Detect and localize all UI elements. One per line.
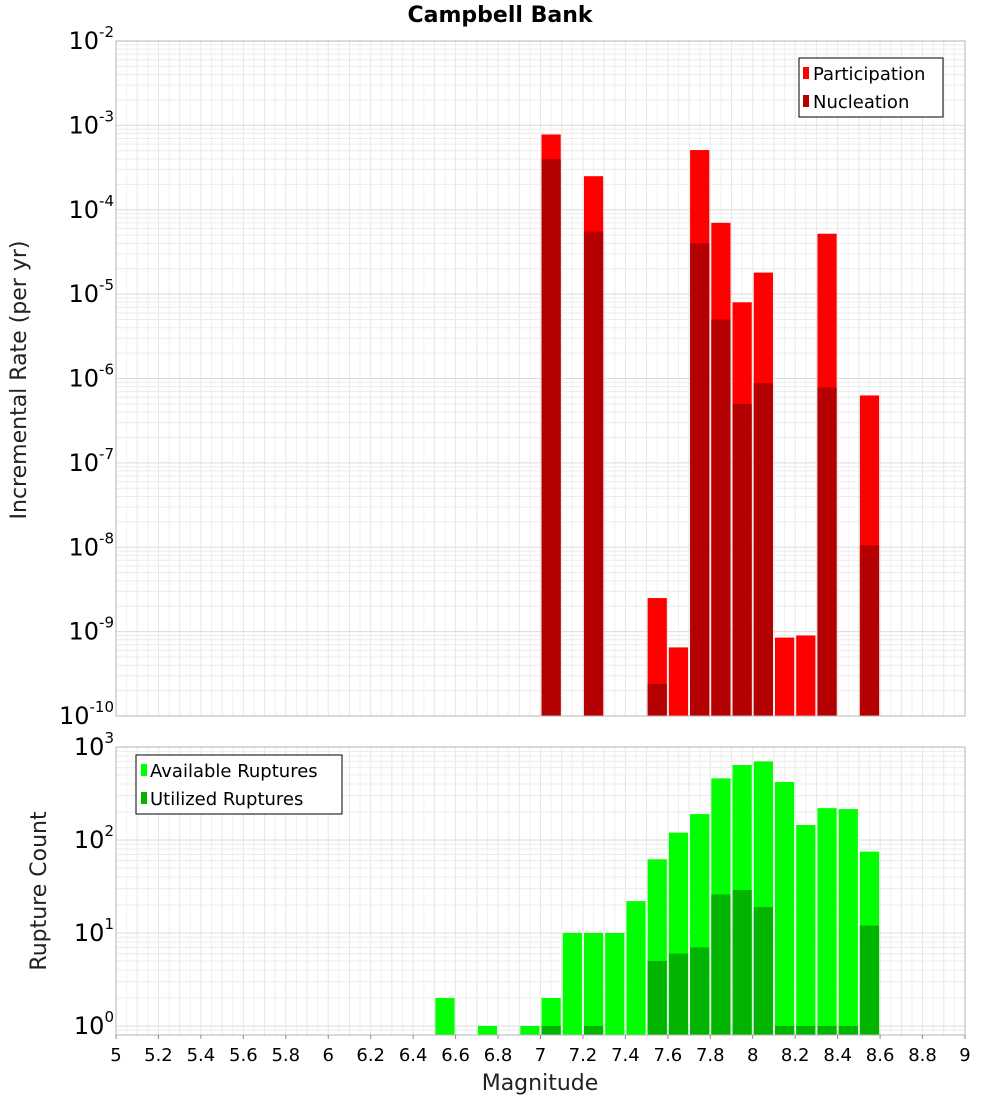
bottom-bar-available-ruptures [520, 1025, 540, 1035]
x-tick-label: 6.4 [399, 1045, 428, 1066]
bottom-bar-utilized-ruptures [583, 1025, 604, 1035]
x-tick-label: 8.8 [908, 1045, 937, 1066]
top-bar-participation [774, 637, 795, 716]
top-plot-frame [115, 40, 966, 717]
x-tick-label: 6.8 [484, 1045, 513, 1066]
legend-label-nucleation: Nucleation [813, 92, 909, 113]
top-legend-box [798, 57, 944, 118]
x-tick-label: 8.2 [781, 1045, 810, 1066]
x-tick-label: 8 [747, 1045, 758, 1066]
y-tick-label: 100 [74, 1008, 114, 1040]
top-bar-participation [668, 647, 689, 716]
legend-label-available: Available Ruptures [150, 761, 318, 782]
top-legend: Participation Nucleation [798, 57, 944, 118]
y-tick-label: 10-5 [68, 276, 114, 308]
bottom-bar-utilized-ruptures [796, 1025, 816, 1035]
bottom-bar-available-ruptures [435, 997, 455, 1035]
x-tick-label: 7.2 [569, 1045, 598, 1066]
y-tick-label: 10-6 [68, 361, 114, 393]
top-bar-nucleation [732, 403, 752, 716]
x-tick-label: 7 [535, 1045, 546, 1066]
x-tick-label: 6.2 [356, 1045, 385, 1066]
legend-swatch-available [141, 764, 147, 776]
bottom-bars [435, 761, 880, 1035]
top-bar-nucleation [859, 545, 880, 716]
x-tick-label: 7.8 [696, 1045, 725, 1066]
bottom-bar-available-ruptures [796, 824, 816, 1035]
chart-title: Campbell Bank [408, 3, 594, 28]
bottom-bar-utilized-ruptures [690, 947, 710, 1035]
legend-swatch-participation [803, 67, 809, 79]
bottom-bar-available-ruptures [477, 1025, 498, 1035]
y-tick-label: 10-4 [68, 192, 114, 224]
x-tick-label: 7.4 [611, 1045, 640, 1066]
top-bar-nucleation [647, 683, 667, 716]
bottom-bar-available-ruptures [583, 932, 604, 1035]
bottom-bar-utilized-ruptures [668, 953, 689, 1035]
top-bar-nucleation [690, 243, 710, 717]
bottom-plot: 100 101 102 103 5 5.2 5.4 5.6 5.8 6 6.2 6.4 6.6 6.8 7… [27, 729, 971, 1096]
x-tick-label: 5 [110, 1045, 121, 1066]
x-tick-label: 5.8 [271, 1045, 300, 1066]
top-bar-participation [796, 635, 816, 716]
y-tick-label: 10-3 [68, 107, 114, 139]
legend-label-participation: Participation [813, 64, 925, 85]
bottom-bar-utilized-ruptures [753, 907, 773, 1035]
bottom-bar-available-ruptures [817, 808, 837, 1035]
y-tick-label: 102 [74, 822, 114, 854]
legend-swatch-nucleation [803, 95, 809, 107]
x-ticks: 5 5.2 5.4 5.6 5.8 6 6.2 6.4 6.6 6.8 7 7.2 7.4 7.6 7.8 8… [110, 1035, 971, 1066]
bottom-legend-box [135, 754, 343, 815]
y-tick-label: 10-9 [68, 614, 114, 646]
x-tick-label: 7.6 [654, 1045, 683, 1066]
y-tick-label: 10-10 [59, 698, 114, 730]
bottom-bar-utilized-ruptures [838, 1025, 858, 1035]
top-bar-nucleation [817, 387, 837, 716]
bottom-bar-utilized-ruptures [774, 1025, 795, 1035]
x-tick-label: 9 [959, 1045, 970, 1066]
bottom-legend: Available Ruptures Utilized Ruptures [135, 754, 343, 815]
bottom-y-ticks: 100 101 102 103 [74, 729, 114, 1040]
x-tick-label: 6 [323, 1045, 334, 1066]
legend-swatch-utilized [141, 792, 147, 804]
x-tick-label: 8.4 [823, 1045, 852, 1066]
x-tick-label: 6.6 [441, 1045, 470, 1066]
bottom-bar-available-ruptures [626, 901, 646, 1035]
bottom-bar-utilized-ruptures [711, 894, 731, 1035]
y-tick-label: 101 [74, 915, 114, 947]
x-tick-label: 5.2 [144, 1045, 173, 1066]
y-tick-label: 10-7 [68, 445, 114, 477]
bottom-bar-utilized-ruptures [859, 925, 880, 1035]
top-y-axis-label: Incremental Rate (per yr) [7, 241, 32, 520]
y-tick-label: 103 [74, 729, 114, 761]
x-tick-label: 5.6 [229, 1045, 258, 1066]
bottom-y-axis-label: Rupture Count [27, 811, 52, 971]
top-bar-nucleation [711, 319, 731, 716]
bottom-bar-utilized-ruptures [541, 1025, 561, 1035]
bottom-bar-utilized-ruptures [817, 1025, 837, 1035]
x-tick-label: 5.4 [187, 1045, 216, 1066]
top-bar-nucleation [753, 383, 773, 716]
x-axis-label: Magnitude [482, 1071, 599, 1096]
bottom-bar-utilized-ruptures [647, 960, 667, 1035]
top-bar-nucleation [583, 231, 604, 716]
top-bars [541, 134, 880, 717]
top-plot: 10-10 10-9 10-8 10-7 10-6 10-5 10-4 10-3 10-2 In… [7, 23, 966, 730]
bottom-bar-available-ruptures [774, 782, 795, 1035]
bottom-bar-utilized-ruptures [732, 889, 752, 1035]
bottom-bar-available-ruptures [605, 932, 625, 1035]
top-grid [115, 40, 966, 717]
bottom-bar-available-ruptures [838, 809, 858, 1035]
top-bar-nucleation [541, 158, 561, 717]
legend-label-utilized: Utilized Ruptures [150, 789, 303, 810]
x-tick-label: 8.6 [866, 1045, 895, 1066]
top-y-ticks: 10-10 10-9 10-8 10-7 10-6 10-5 10-4 10-3 10-2 [59, 23, 114, 730]
bottom-bar-available-ruptures [562, 932, 582, 1035]
y-tick-label: 10-2 [68, 23, 114, 55]
y-tick-label: 10-8 [68, 529, 114, 561]
bottom-bar-available-ruptures [541, 997, 561, 1035]
